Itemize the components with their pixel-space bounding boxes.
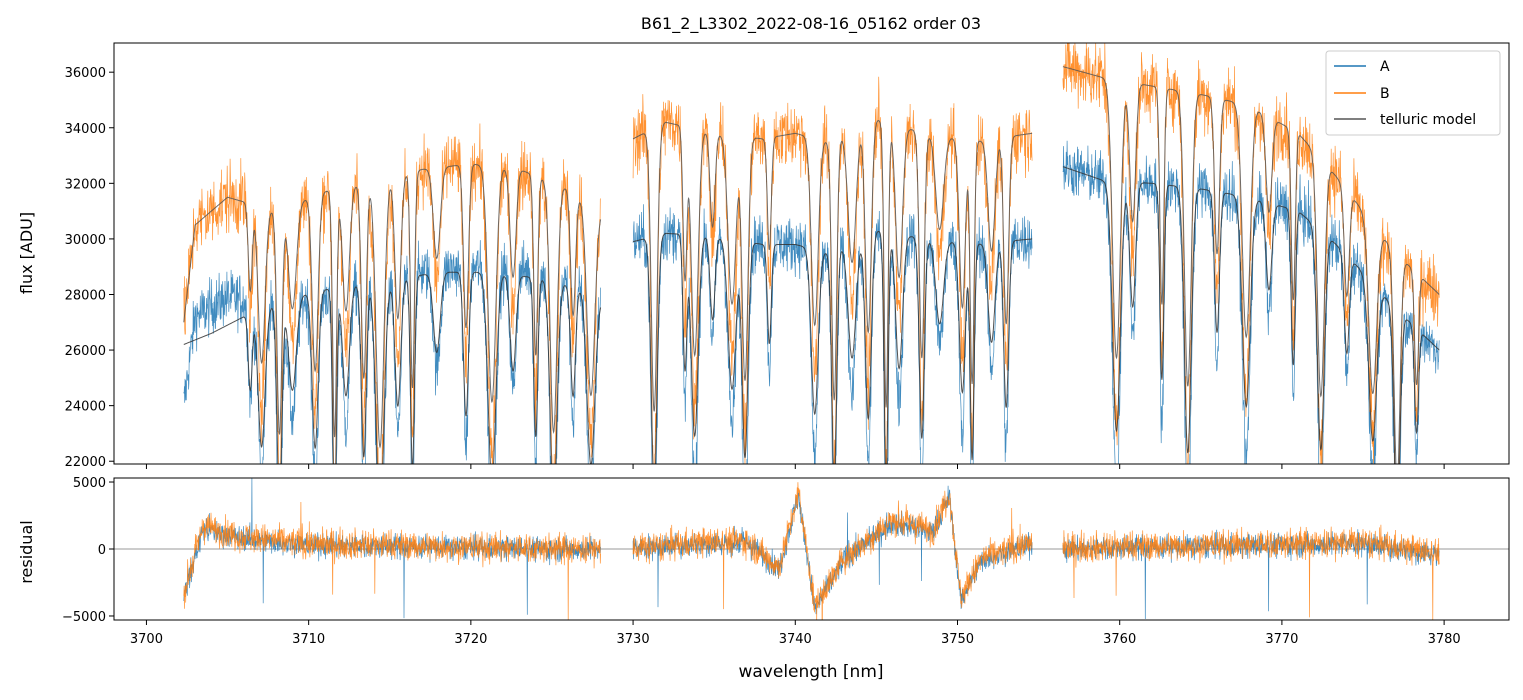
series-telluric-model-segment-2	[1062, 66, 1440, 464]
flux-y-tick-label: 26000	[65, 344, 106, 359]
legend-box	[1325, 50, 1501, 136]
x-tick-label: 3740	[779, 632, 812, 647]
series-telluric-model-a-mid-segment	[632, 231, 1033, 464]
x-tick-label: 3760	[1103, 632, 1136, 647]
x-tick-label: 3780	[1428, 632, 1461, 647]
chart-title: B61_2_L3302_2022-08-16_05162 order 03	[641, 14, 981, 34]
flux-y-axis-label: flux [ADU]	[17, 212, 36, 294]
flux-y-tick-label: 36000	[65, 66, 106, 81]
flux-panel: 22000 24000 26000 28000 30000 32000 34000 36000…	[17, 42, 1510, 470]
residual-panel: −5000 0 5000 3700 3710 3720 3730 3740 3750 3760 37…	[17, 476, 1510, 682]
residual-y-tick-label: 5000	[73, 476, 106, 491]
legend-label-telluric: telluric model	[1380, 112, 1476, 128]
legend-label-a: A	[1380, 59, 1390, 75]
residual-y-tick-label: −5000	[62, 610, 106, 625]
flux-y-tick-label: 34000	[65, 122, 106, 137]
x-tick-label: 3720	[454, 632, 487, 647]
residual-y-axis-label: residual	[17, 520, 36, 583]
x-axis-label: wavelength [nm]	[738, 662, 883, 682]
flux-y-tick-label: 30000	[65, 233, 106, 248]
residual-series-a-segment-1	[632, 485, 1033, 615]
residual-series-b-segment-0	[183, 501, 601, 620]
flux-axes-frame	[113, 42, 1510, 465]
x-tick-label: 3770	[1265, 632, 1298, 647]
series-telluric-model-a-right-segment	[1062, 166, 1440, 464]
legend-label-b: B	[1380, 86, 1390, 102]
residual-y-tick-label: 0	[98, 543, 106, 558]
x-tick-label: 3730	[617, 632, 650, 647]
x-tick-label: 3750	[941, 632, 974, 647]
x-tick-label: 3700	[130, 632, 163, 647]
residual-series-b-segment-2	[1062, 524, 1440, 620]
flux-y-tick-label: 32000	[65, 177, 106, 192]
flux-y-tick-label: 28000	[65, 288, 106, 303]
residual-series-b-segment-1	[632, 482, 1033, 620]
series-telluric-model-segment-0	[183, 164, 602, 449]
x-tick-label: 3710	[292, 632, 325, 647]
series-telluric-model-segment-1	[632, 120, 1033, 412]
series-telluric-model-a-segment	[183, 271, 602, 464]
flux-y-tick-label: 24000	[65, 400, 106, 415]
legend: A B telluric model	[1325, 50, 1501, 136]
flux-y-tick-label: 22000	[65, 455, 106, 470]
